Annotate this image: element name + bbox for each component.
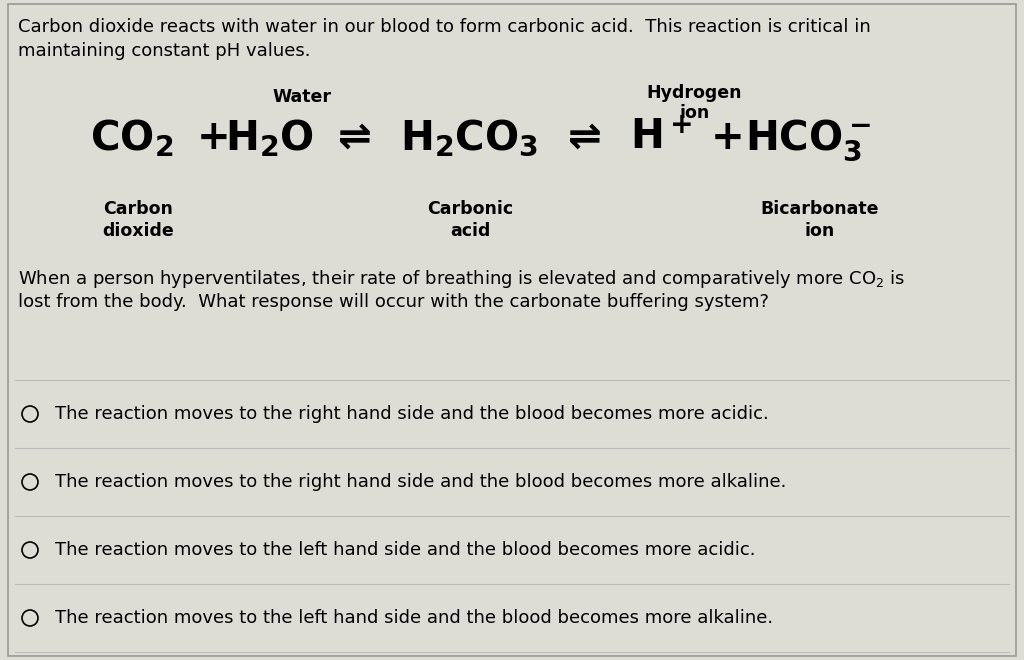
Text: Water: Water (272, 88, 332, 106)
Text: maintaining constant pH values.: maintaining constant pH values. (18, 42, 310, 60)
Text: $\mathbf{H_2O}$: $\mathbf{H_2O}$ (225, 118, 314, 160)
Text: $\mathbf{+}$: $\mathbf{+}$ (196, 118, 227, 158)
Text: Bicarbonate: Bicarbonate (761, 200, 880, 218)
Text: The reaction moves to the right hand side and the blood becomes more alkaline.: The reaction moves to the right hand sid… (55, 473, 786, 491)
Text: Carbon: Carbon (103, 200, 173, 218)
Text: $\mathbf{HCO_3^-}$: $\mathbf{HCO_3^-}$ (745, 118, 871, 163)
Text: Carbonic: Carbonic (427, 200, 513, 218)
Text: $\mathbf{\rightleftharpoons}$: $\mathbf{\rightleftharpoons}$ (560, 118, 602, 158)
Text: dioxide: dioxide (102, 222, 174, 240)
Text: When a person hyperventilates, their rate of breathing is elevated and comparati: When a person hyperventilates, their rat… (18, 268, 905, 290)
Text: ion: ion (805, 222, 836, 240)
Text: The reaction moves to the left hand side and the blood becomes more acidic.: The reaction moves to the left hand side… (55, 541, 756, 559)
Text: lost from the body.  What response will occur with the carbonate buffering syste: lost from the body. What response will o… (18, 293, 769, 311)
Text: $\mathbf{\rightleftharpoons}$: $\mathbf{\rightleftharpoons}$ (330, 118, 372, 158)
Text: $\mathbf{H^+}$: $\mathbf{H^+}$ (630, 118, 692, 158)
Text: Hydrogen: Hydrogen (646, 84, 742, 102)
Text: Carbon dioxide reacts with water in our blood to form carbonic acid.  This react: Carbon dioxide reacts with water in our … (18, 18, 870, 36)
Text: $\mathbf{H_2CO_3}$: $\mathbf{H_2CO_3}$ (400, 118, 539, 159)
Text: The reaction moves to the left hand side and the blood becomes more alkaline.: The reaction moves to the left hand side… (55, 609, 773, 627)
Text: ion: ion (679, 104, 710, 122)
Text: $\mathbf{CO_2}$: $\mathbf{CO_2}$ (90, 118, 173, 160)
Text: acid: acid (450, 222, 490, 240)
Text: $\mathbf{+}$: $\mathbf{+}$ (710, 118, 741, 158)
Text: The reaction moves to the right hand side and the blood becomes more acidic.: The reaction moves to the right hand sid… (55, 405, 769, 423)
